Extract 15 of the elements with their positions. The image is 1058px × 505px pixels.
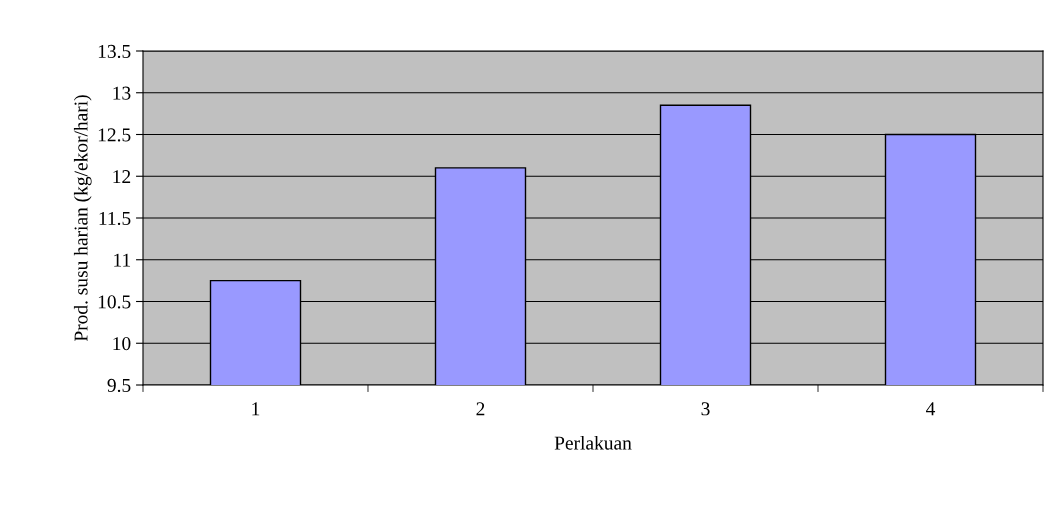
y-axis-title: Prod. susu harian (kg/ekor/hari) bbox=[73, 95, 92, 342]
y-tick-label: 10 bbox=[113, 337, 131, 351]
x-tick-label: 2 bbox=[476, 402, 485, 416]
x-tick-label: 4 bbox=[926, 402, 936, 416]
x-axis-title: Perlakuan bbox=[554, 435, 632, 450]
y-tick-label: 11 bbox=[114, 253, 131, 267]
y-tick-label: 11.5 bbox=[99, 211, 131, 226]
y-tick-label: 12 bbox=[113, 170, 131, 183]
y-tick-label: 12.5 bbox=[98, 128, 131, 142]
y-tick-label: 13 bbox=[113, 86, 131, 100]
y-tick-label: 9.5 bbox=[107, 378, 131, 393]
x-tick-label: 3 bbox=[701, 402, 710, 416]
y-tick-label: 10.5 bbox=[98, 295, 131, 309]
y-tick-label: 13.5 bbox=[98, 44, 131, 59]
x-tick-label: 1 bbox=[252, 402, 260, 416]
